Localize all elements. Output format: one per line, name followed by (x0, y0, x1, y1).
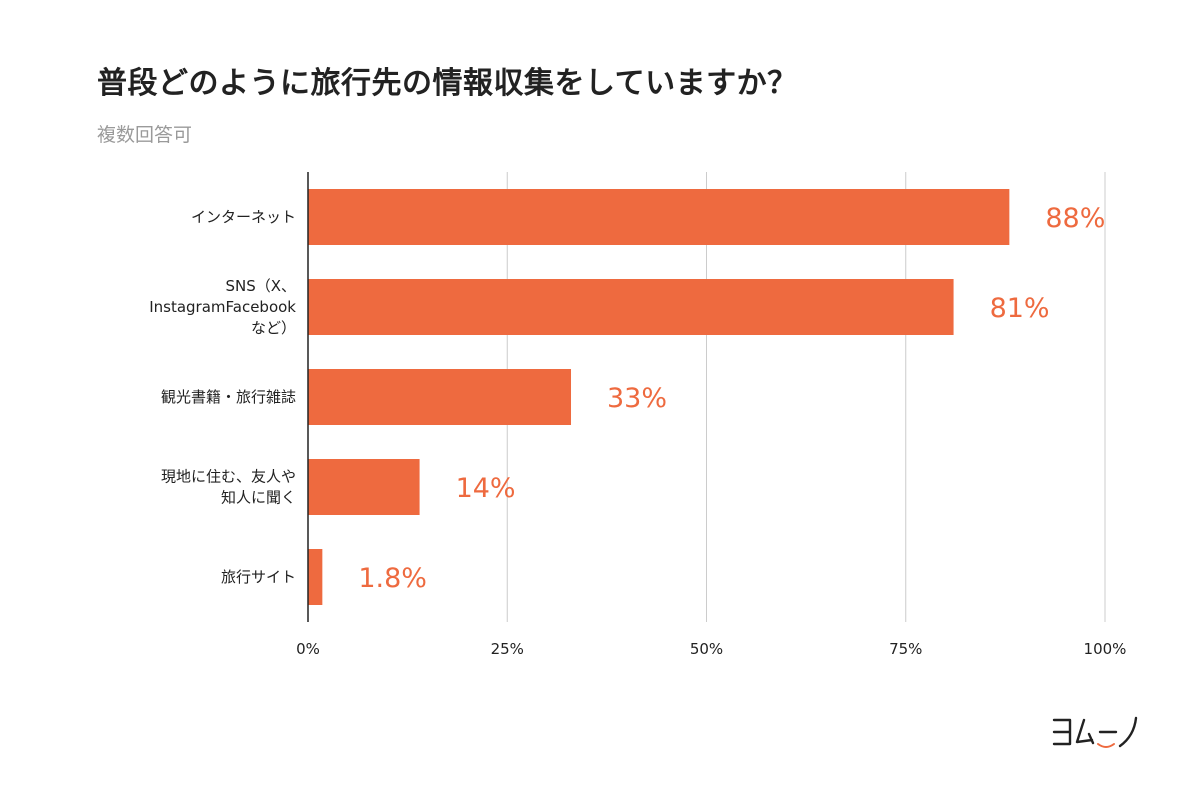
category-label: 観光書籍・旅行雑誌 (161, 388, 296, 406)
data-label: 14% (456, 473, 516, 504)
chart-subtitle: 複数回答可 (97, 124, 193, 146)
x-tick-label: 100% (1084, 640, 1127, 658)
bar (308, 279, 954, 335)
category-label: 知人に聞く (221, 489, 296, 507)
category-label: インターネット (191, 208, 296, 226)
category-label: 現地に住む、友人や (161, 468, 296, 486)
bar (308, 549, 323, 605)
x-tick-label: 50% (690, 640, 723, 658)
bar (308, 189, 1010, 245)
x-tick-label: 0% (296, 640, 320, 658)
category-label: 旅行サイト (221, 568, 296, 586)
category-label: InstagramFacebook (149, 298, 296, 316)
x-tick-label: 25% (491, 640, 524, 658)
data-label: 33% (607, 383, 667, 414)
yomu-no-logo-icon (1052, 716, 1138, 748)
bar (308, 459, 420, 515)
chart-title: 普段どのように旅行先の情報収集をしていますか？ (97, 66, 798, 101)
data-label: 81% (990, 293, 1050, 324)
data-label: 88% (1045, 203, 1105, 234)
category-label: SNS（X、 (225, 277, 296, 295)
data-label: 1.8% (358, 563, 427, 594)
x-tick-label: 75% (889, 640, 922, 658)
bar (308, 369, 572, 425)
category-label: など） (251, 319, 296, 337)
